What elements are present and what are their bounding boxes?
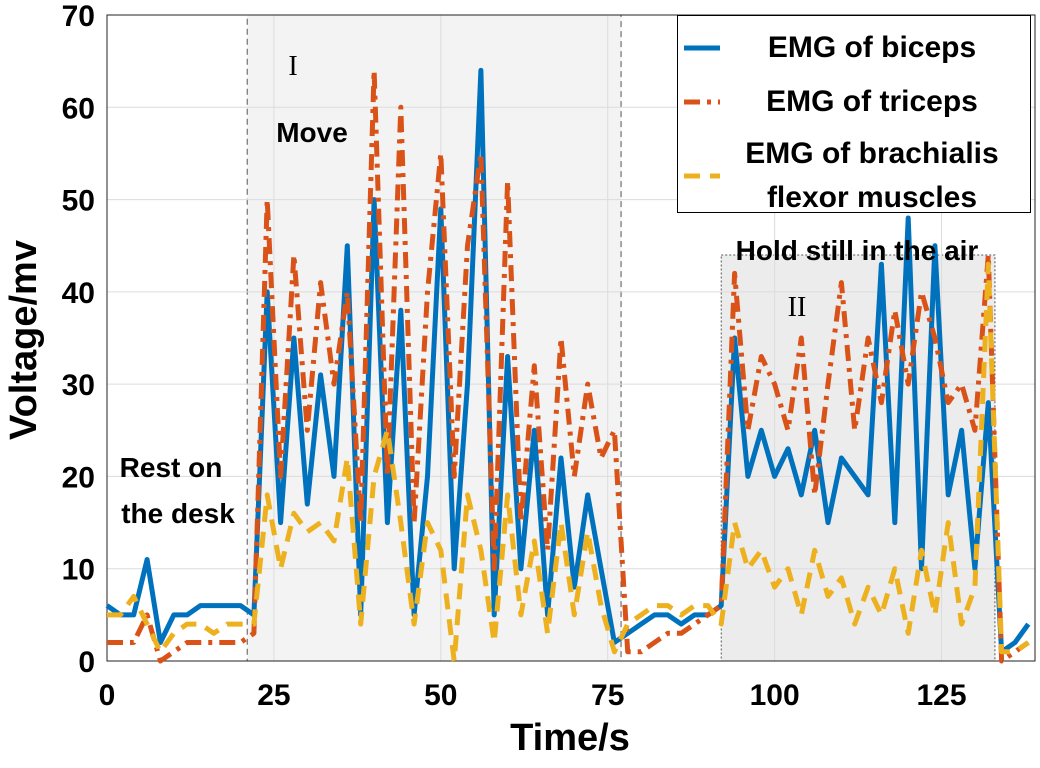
x-tick-label: 0 <box>99 679 116 712</box>
x-tick-label: 25 <box>257 679 290 712</box>
x-tick-label: 75 <box>591 679 624 712</box>
legend-label: EMG of triceps <box>766 85 978 118</box>
axes-box <box>106 14 1036 662</box>
legend-label: EMG of brachialis flexor muscles <box>745 137 999 214</box>
legend: EMG of biceps EMG of triceps EMG of brachi… <box>677 15 1031 214</box>
x-axis-label: Time/s <box>510 717 630 759</box>
annotation: Rest on <box>120 452 223 483</box>
series-line <box>107 67 1030 664</box>
legend-swatch <box>684 45 720 51</box>
series-line <box>107 261 1030 664</box>
legend-entry: EMG of triceps <box>684 78 1024 126</box>
y-axis-label: Voltage/mv <box>3 240 45 440</box>
legend-swatch <box>684 173 720 179</box>
y-tick-label: 70 <box>62 0 95 33</box>
region-label: I <box>288 51 297 82</box>
x-tick-label: 125 <box>917 679 967 712</box>
y-tick-label: 30 <box>62 369 95 402</box>
annotation: Move <box>276 117 348 148</box>
y-tick-label: 10 <box>62 554 95 587</box>
y-tick-label: 60 <box>62 92 95 125</box>
x-tick-label: 100 <box>750 679 800 712</box>
y-tick-label: 0 <box>78 646 95 679</box>
legend-entry: EMG of brachialis flexor muscles <box>684 132 1024 220</box>
legend-swatch <box>684 99 720 105</box>
annotation: Hold still in the air <box>736 235 979 266</box>
x-tick-label: 50 <box>424 679 457 712</box>
y-tick-label: 40 <box>62 277 95 310</box>
annotation: the desk <box>121 498 235 529</box>
legend-entry: EMG of biceps <box>684 24 1024 72</box>
legend-label: EMG of biceps <box>767 31 977 64</box>
y-tick-label: 20 <box>62 461 95 494</box>
y-tick-label: 50 <box>62 185 95 218</box>
region-label: II <box>788 292 807 323</box>
